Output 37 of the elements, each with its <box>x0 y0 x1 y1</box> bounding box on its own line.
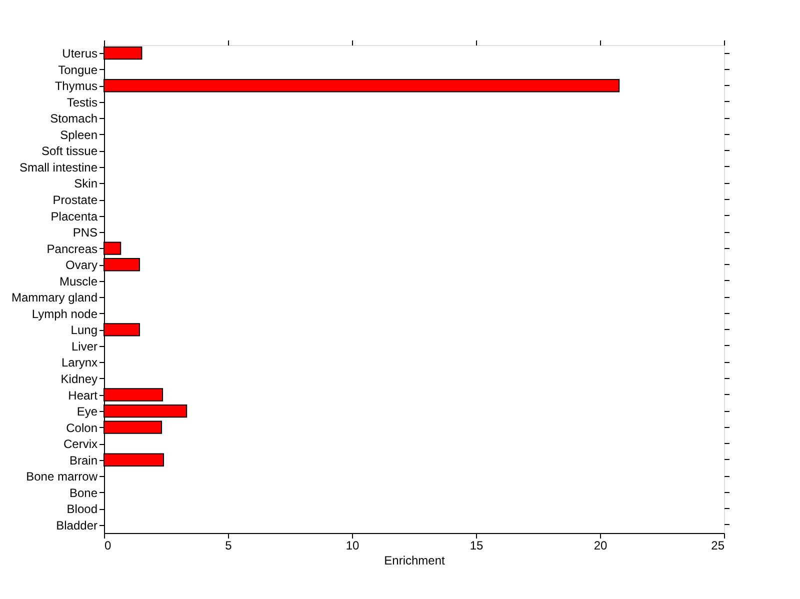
y-tick-label: Cervix <box>63 437 98 452</box>
x-tick-label: 10 <box>346 538 360 552</box>
y-tick-label: Skin <box>74 176 98 191</box>
y-tick-label: Muscle <box>59 274 98 288</box>
y-tick-label: Placenta <box>50 209 98 224</box>
y-tick-label: Liver <box>71 339 98 354</box>
y-tick-label: Stomach <box>50 112 98 126</box>
y-tick-label: Bone <box>69 486 98 500</box>
y-tick-label: Spleen <box>60 128 98 142</box>
y-tick-label: Kidney <box>60 372 98 386</box>
y-tick-label: Larynx <box>61 356 98 370</box>
y-tick-label: Thymus <box>54 79 98 94</box>
x-tick-label: 15 <box>470 538 484 552</box>
x-tick-label: 0 <box>104 538 112 552</box>
y-tick-label: Blood <box>66 502 98 516</box>
y-tick-label: Lung <box>70 323 98 338</box>
y-tick-label: Pancreas <box>46 242 98 256</box>
y-tick-label: Testis <box>66 95 98 110</box>
y-tick-label: Ovary <box>65 258 98 272</box>
y-tick-label: Brain <box>69 453 98 468</box>
y-tick-label: Soft tissue <box>41 144 98 158</box>
x-tick-label: 5 <box>225 538 232 552</box>
y-tick-label: Tongue <box>58 62 98 77</box>
y-tick-label: Mammary gland <box>11 290 98 305</box>
y-tick-label: Small intestine <box>19 160 98 174</box>
x-tick-label: 20 <box>594 538 608 552</box>
y-tick-label: Heart <box>68 388 98 402</box>
y-tick-label: PNS <box>72 226 98 240</box>
y-tick-label: Bladder <box>56 518 98 532</box>
x-axis-title: Enrichment <box>384 554 446 568</box>
y-tick-label: Eye <box>76 404 98 419</box>
y-tick-label: Bone marrow <box>26 470 98 484</box>
y-tick-label: Prostate <box>52 193 98 208</box>
y-tick-label: Colon <box>66 420 98 435</box>
x-tick-label: 25 <box>711 538 725 552</box>
y-tick-label: Uterus <box>62 46 98 61</box>
y-tick-label: Lymph node <box>32 306 98 321</box>
